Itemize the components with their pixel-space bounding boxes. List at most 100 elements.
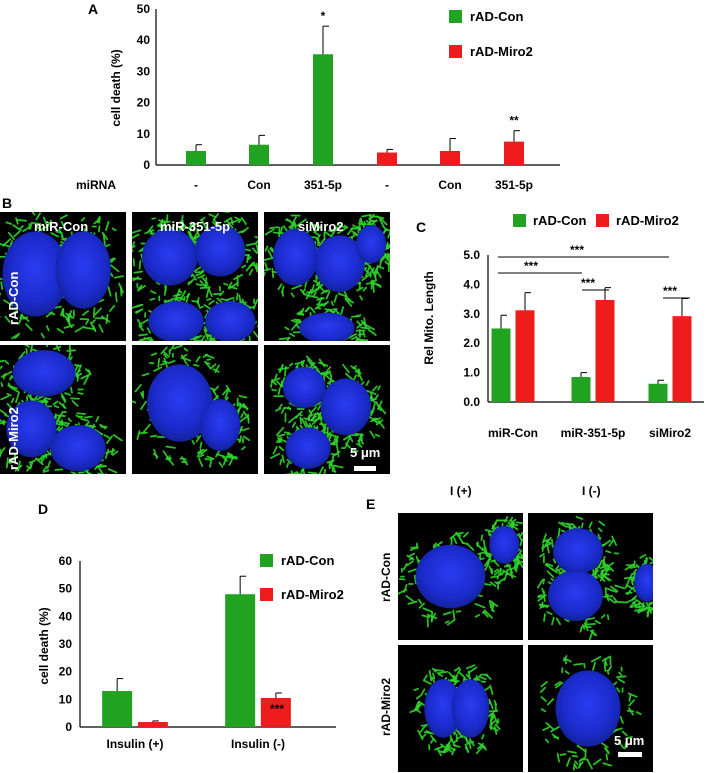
mitochondrion [436, 670, 448, 675]
mitochondrion [284, 326, 290, 331]
mitochondrion [103, 434, 110, 439]
mitochondrion [86, 424, 94, 430]
micrograph-col-label: I (-) [582, 484, 601, 498]
mitochondrion [300, 479, 304, 486]
mitochondrion [519, 553, 523, 558]
mitochondrion [279, 226, 283, 235]
mitochondrion [155, 281, 161, 285]
mitochondrion [597, 527, 603, 533]
mitochondrion [58, 420, 70, 425]
mitochondrion [83, 415, 93, 419]
mitochondrion [222, 212, 230, 213]
mitochondrion [559, 753, 567, 756]
mitochondrion [324, 289, 330, 294]
mitochondrion [278, 437, 283, 444]
mitochondrion [574, 760, 579, 765]
mitochondrion [60, 220, 66, 229]
mitochondrion [660, 571, 664, 574]
mitochondrion [25, 323, 33, 331]
nucleus [142, 228, 198, 286]
mitochondrion [201, 335, 206, 341]
mitochondrion [150, 340, 153, 341]
mitochondrion [343, 291, 348, 298]
mitochondrion [578, 756, 586, 763]
mitochondrion [646, 606, 651, 618]
micrograph [264, 212, 390, 341]
mitochondrion [138, 333, 148, 337]
mitochondrion [517, 558, 523, 569]
mitochondrion [144, 229, 155, 235]
mitochondrion [55, 230, 63, 234]
mitochondrion [24, 345, 30, 348]
mitochondrion [46, 460, 51, 470]
mitochondrion [545, 540, 552, 545]
mitochondrion [661, 577, 668, 579]
mitochondrion [94, 477, 96, 479]
panel-a-ytick: 30 [137, 64, 151, 78]
mitochondrion [541, 542, 552, 550]
mitochondrion [192, 224, 196, 232]
mitochondrion [4, 414, 10, 418]
mitochondrion [329, 308, 337, 311]
mitochondrion [637, 606, 648, 614]
mitochondrion [347, 226, 354, 236]
mitochondrion [198, 454, 205, 458]
mitochondrion [402, 563, 408, 571]
panel-c-brackets: *** *** *** *** [498, 243, 690, 299]
mitochondrion [22, 227, 29, 232]
mitochondrion [610, 585, 619, 593]
mitochondrion [307, 471, 318, 474]
mitochondrion [227, 456, 236, 460]
mitochondrion [340, 306, 345, 315]
mitochondrion [136, 430, 141, 441]
mitochondrion [54, 305, 62, 309]
mitochondrion [639, 553, 647, 559]
mitochondrion [5, 457, 9, 469]
micrograph [132, 345, 258, 474]
mitochondrion [65, 312, 75, 319]
mitochondrion [237, 403, 249, 410]
mitochondrion [206, 455, 215, 460]
mitochondrion [607, 562, 615, 567]
mitochondrion [635, 711, 642, 715]
mitochondrion [80, 217, 86, 222]
mitochondrion [355, 337, 359, 341]
mitochondrion [310, 362, 319, 371]
mitochondrion [6, 393, 12, 397]
mitochondrion [132, 258, 136, 267]
mitochondrion [551, 616, 555, 626]
panel-c-ytick: 4.0 [463, 277, 480, 291]
mitochondrion [403, 584, 408, 593]
mitochondrion [138, 319, 149, 326]
mitochondrion [193, 363, 200, 367]
mitochondrion [482, 610, 489, 618]
mitochondrion [600, 742, 609, 749]
mitochondrion [42, 465, 48, 472]
mitochondrion [542, 533, 547, 544]
mitochondrion [661, 590, 663, 598]
panel-d-ytick: 10 [59, 692, 73, 706]
scale-bar [618, 752, 642, 757]
mitochondrion [195, 435, 202, 443]
mitochondrion [481, 745, 488, 751]
mitochondrion [623, 576, 636, 580]
mitochondrion [428, 669, 433, 682]
mitochondrion [632, 575, 636, 581]
micrograph-col-label: siMiro2 [298, 219, 344, 234]
mitochondrion [447, 738, 453, 746]
mitochondrion [313, 226, 322, 234]
mitochondrion [657, 579, 662, 583]
mitochondrion [405, 595, 415, 602]
mitochondrion [40, 225, 49, 231]
micrograph-col-label: miR-Con [34, 219, 88, 234]
mitochondrion [296, 218, 307, 227]
mitochondrion [582, 625, 592, 629]
mitochondrion [606, 669, 610, 675]
mitochondrion [226, 455, 238, 459]
mitochondrion [387, 230, 390, 239]
mitochondrion [191, 300, 200, 303]
mitochondrion [267, 249, 274, 260]
mitochondrion [271, 388, 277, 392]
mitochondrion [220, 298, 229, 302]
mitochondrion [146, 327, 151, 334]
